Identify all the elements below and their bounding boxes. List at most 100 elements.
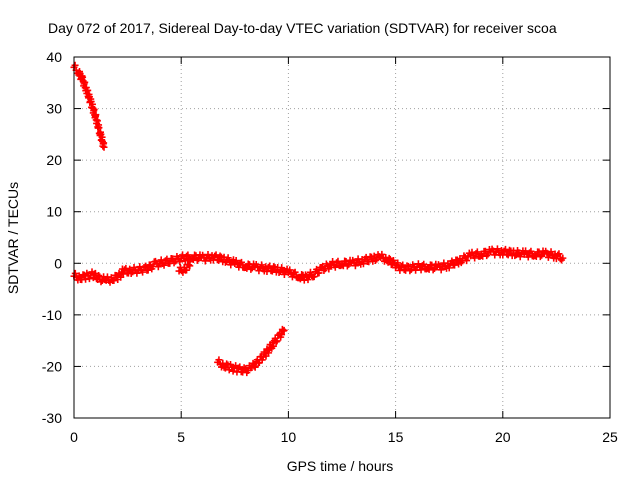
data-point	[160, 261, 168, 269]
data-point	[119, 270, 127, 278]
x-tick-label: 10	[281, 429, 297, 445]
y-tick-label: 0	[54, 255, 62, 271]
data-point	[371, 256, 379, 264]
data-point	[417, 266, 425, 274]
x-tick-label: 15	[388, 429, 404, 445]
data-point	[331, 263, 339, 271]
y-tick-label: 40	[46, 49, 62, 65]
data-point	[71, 61, 79, 69]
data-point	[184, 251, 192, 259]
data-point	[359, 260, 367, 268]
data-point	[270, 263, 278, 271]
series-segment-4	[214, 325, 288, 377]
data-point	[338, 261, 346, 269]
data-point	[302, 271, 310, 279]
data-point	[139, 268, 147, 276]
data-point	[527, 247, 535, 255]
data-point	[448, 257, 456, 265]
data-point	[181, 257, 189, 265]
x-tick-label: 5	[177, 429, 185, 445]
x-tick-label: 25	[602, 429, 618, 445]
data-point	[555, 250, 563, 258]
chart-title: Day 072 of 2017, Sidereal Day-to-day VTE…	[48, 20, 557, 36]
data-point	[221, 258, 229, 266]
data-point	[554, 251, 562, 259]
data-point	[84, 86, 92, 94]
data-point	[310, 273, 318, 281]
data-point	[273, 337, 281, 345]
data-point	[250, 362, 258, 370]
data-point	[272, 338, 280, 346]
data-point	[95, 272, 103, 280]
data-point	[232, 257, 240, 265]
data-point	[382, 253, 390, 261]
data-point	[463, 257, 471, 265]
data-point	[334, 257, 342, 265]
data-point	[157, 256, 165, 264]
data-point	[240, 364, 248, 372]
data-point	[315, 269, 323, 277]
y-tick-label: -30	[42, 410, 62, 426]
data-point	[429, 266, 437, 274]
data-point	[531, 251, 539, 259]
data-point	[216, 252, 224, 260]
data-point	[503, 250, 511, 258]
data-point	[385, 254, 393, 262]
data-point	[547, 248, 555, 256]
series-segment-3	[175, 261, 194, 276]
data-point	[280, 326, 288, 334]
data-point	[493, 245, 501, 253]
data-point	[559, 254, 567, 262]
data-point	[511, 252, 519, 260]
y-tick-label: -10	[42, 307, 62, 323]
y-tick-label: -20	[42, 358, 62, 374]
data-point	[251, 363, 259, 371]
y-tick-label: 30	[46, 101, 62, 117]
data-point	[437, 266, 445, 274]
data-point	[183, 266, 191, 274]
data-point	[89, 274, 97, 282]
data-point	[445, 264, 453, 272]
data-point	[265, 349, 273, 357]
data-point	[269, 342, 277, 350]
tick-labels: 0 5 10 15 20 25 40 30 20 10 0 -10 -20 -30	[42, 49, 618, 445]
plot-border	[73, 56, 611, 419]
data-point	[110, 277, 118, 285]
data-point	[133, 269, 141, 277]
data-point	[473, 248, 481, 256]
y-tick-label: 20	[46, 152, 62, 168]
data-point	[212, 251, 220, 259]
y-tick-label: 10	[46, 204, 62, 220]
data-point	[451, 261, 459, 269]
data-point	[100, 143, 108, 151]
data-point	[97, 278, 105, 286]
x-tick-label: 20	[495, 429, 511, 445]
data-point	[236, 259, 244, 267]
data-point	[144, 266, 152, 274]
data-point	[238, 258, 245, 266]
data-point	[387, 261, 395, 269]
data-point	[501, 245, 509, 253]
data-point	[236, 363, 244, 371]
data-point	[351, 262, 359, 270]
data-point	[471, 254, 479, 262]
data-point	[154, 263, 162, 271]
data-point	[141, 262, 149, 270]
data-point	[394, 259, 402, 267]
data-point	[378, 250, 386, 258]
data-point	[258, 261, 266, 269]
data-point	[325, 265, 333, 273]
data-point	[286, 266, 294, 274]
data-point	[204, 251, 212, 259]
data-point	[268, 267, 276, 275]
data-point	[247, 265, 255, 273]
data-point	[399, 261, 407, 269]
data-point	[424, 264, 432, 272]
data-point	[186, 262, 194, 270]
series-segment-1	[70, 61, 108, 151]
data-point	[296, 275, 304, 283]
data-point	[215, 356, 223, 364]
data-point	[304, 276, 312, 284]
